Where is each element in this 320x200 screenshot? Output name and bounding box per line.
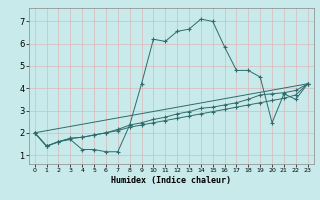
X-axis label: Humidex (Indice chaleur): Humidex (Indice chaleur) [111,176,231,185]
